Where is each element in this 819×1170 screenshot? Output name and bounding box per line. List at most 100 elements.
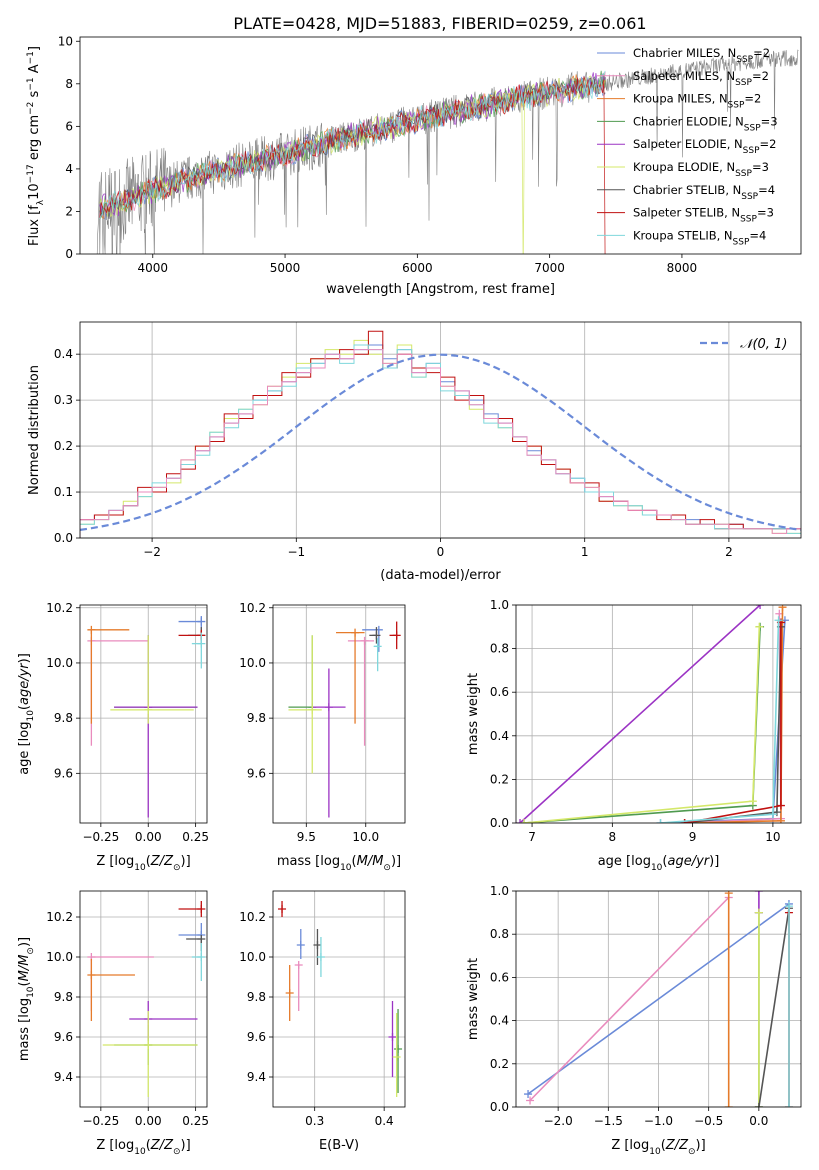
weight-series-line — [519, 605, 761, 823]
data-point — [394, 1045, 403, 1053]
weight-point — [772, 808, 781, 817]
label-part: 10 — [649, 1147, 661, 1157]
x-tick-label: −1.5 — [594, 1114, 623, 1128]
y-tick-label: 0.6 — [490, 685, 509, 699]
label-part: −1 — [26, 51, 36, 64]
y-tick-label: 9.8 — [247, 990, 266, 1004]
spectrum-model-line — [99, 70, 606, 219]
x-axis-label: E(B-V) — [319, 1138, 359, 1153]
label-part: −17 — [26, 164, 36, 183]
x-tick-label: 2 — [725, 545, 733, 559]
label-part: E(B-V) — [319, 1138, 359, 1153]
x-axis-label: Z [log10(Z/Z⊙)] — [96, 854, 190, 873]
label-part: 10 — [134, 1147, 146, 1157]
y-tick-label: 9.8 — [54, 990, 73, 1004]
data-point — [296, 941, 305, 949]
axes-frame — [79, 321, 802, 539]
weight-point — [774, 616, 783, 625]
label-part: =4 — [749, 228, 766, 242]
plot-area — [273, 605, 405, 823]
label-part: Z [log — [96, 854, 134, 869]
y-tick-label: 0.2 — [54, 439, 73, 453]
weight-point — [724, 1103, 733, 1107]
x-tick-label: −0.25 — [82, 1114, 119, 1128]
plot-content — [96, 49, 799, 254]
label-part: A — [27, 64, 42, 77]
x-tick-label: 0.4 — [375, 1114, 394, 1128]
data-point — [392, 631, 401, 640]
y-tick-label: 10.2 — [239, 910, 266, 924]
x-tick-label: 7 — [528, 830, 536, 844]
legend-entry: Chabrier STELIB, NSSP=4 — [633, 183, 775, 202]
data-point — [316, 953, 325, 961]
label-part: M/M — [357, 854, 384, 869]
label-part: λ — [36, 199, 46, 205]
weight-point — [520, 819, 529, 823]
axes-spectrum: 4000 5000 6000 7000 8000 0 2 4 6 8 10 Chabrier MILE… — [26, 34, 802, 297]
label-part: Salpeter STELIB, N — [633, 206, 740, 220]
label-part: 10 — [340, 863, 352, 873]
axes-frame — [272, 604, 406, 824]
y-tick-label: 9.4 — [247, 1070, 266, 1084]
y-tick-label: 6 — [65, 119, 73, 133]
y-tick-label: 9.6 — [247, 1030, 266, 1044]
x-tick-label: 0.00 — [135, 830, 162, 844]
plot-area — [273, 891, 405, 1107]
weight-point — [768, 810, 777, 819]
label-part: age/yr — [17, 662, 32, 705]
weight-series-line — [529, 896, 730, 1102]
label-part: =3 — [761, 114, 778, 128]
label-part: Z [log — [96, 1138, 134, 1153]
y-axis-label: mass weight — [466, 958, 481, 1040]
label-part: SSP — [735, 169, 752, 179]
weight-series-line — [527, 903, 790, 1095]
x-axis-label: (data-model)/error — [380, 568, 501, 583]
weight-point — [776, 816, 785, 823]
axes-frame — [515, 604, 802, 824]
label-part: 10 — [134, 863, 146, 873]
y-tick-label: 0.6 — [490, 970, 509, 984]
label-part: =2 — [744, 92, 761, 106]
label-part: SSP — [741, 192, 758, 202]
x-tick-label: 0.0 — [749, 1114, 768, 1128]
label-part: Kroupa ELODIE, N — [633, 160, 735, 174]
label-part: Chabrier ELODIE, N — [633, 114, 744, 128]
x-tick-label: 0.3 — [305, 1114, 324, 1128]
label-part: )] — [709, 854, 719, 869]
y-tick-label: 1.0 — [490, 884, 509, 898]
weight-series-line — [758, 908, 790, 1107]
weight-point — [776, 801, 785, 810]
label-part: Kroupa STELIB, N — [633, 228, 733, 242]
axes-frame — [515, 890, 802, 1108]
x-axis-label: Z [log10(Z/Z⊙)] — [611, 1138, 705, 1157]
label-part: Chabrier MILES, N — [633, 46, 736, 60]
y-tick-label: 10.0 — [239, 950, 266, 964]
label-part: ( — [146, 1138, 151, 1153]
weight-point — [784, 1103, 793, 1107]
label-part: ( — [352, 854, 357, 869]
data-point — [197, 617, 206, 626]
label-part: Z/Z — [150, 1138, 174, 1153]
x-tick-label: −1 — [287, 545, 305, 559]
data-point — [324, 703, 333, 712]
x-tick-label: 4000 — [137, 261, 168, 275]
label-part: age [log — [598, 854, 651, 869]
data-point — [197, 905, 206, 913]
x-tick-label: 9 — [689, 830, 697, 844]
plot-area — [80, 605, 207, 823]
weight-point — [756, 605, 765, 609]
label-part: SSP — [735, 78, 752, 88]
x-tick-label: 9.5 — [297, 830, 316, 844]
label-part: −2 — [26, 102, 36, 115]
axes-weight-vs-Z: −2.0 −1.5 −1.0 −0.5 0.0 0.0 0.2 0.4 0.6 0.8 1.0 Z [… — [466, 884, 802, 1157]
legend-entry: Chabrier MILES, NSSP=2 — [633, 46, 770, 65]
weight-point — [724, 891, 733, 898]
label-part: ⊙ — [26, 947, 36, 955]
legend-entry: 𝒩(0, 1) — [740, 337, 787, 352]
label-part: =4 — [758, 183, 775, 197]
legend-entry: Kroupa STELIB, NSSP=4 — [633, 228, 766, 247]
label-part: Z [log — [611, 1138, 649, 1153]
